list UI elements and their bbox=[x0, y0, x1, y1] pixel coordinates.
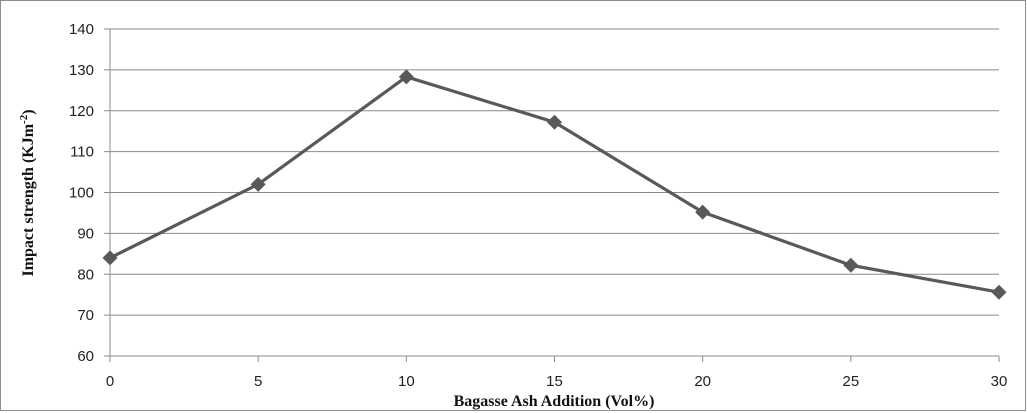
y-tick-label: 130 bbox=[69, 62, 94, 79]
y-axis-title: Impact strength (KJm-2) bbox=[18, 109, 37, 276]
x-tick-label: 15 bbox=[546, 373, 563, 390]
data-series bbox=[102, 69, 1007, 300]
y-tick-labels: 60 70 80 90 100 110 120 130 140 bbox=[69, 21, 94, 365]
x-axis-title: Bagasse Ash Addition (Vol%) bbox=[454, 393, 655, 410]
y-axis-title-main: Impact strength (KJm bbox=[20, 123, 37, 276]
y-tick-label: 80 bbox=[77, 266, 94, 283]
y-tick-label: 100 bbox=[69, 185, 94, 202]
y-tick-label: 60 bbox=[77, 348, 94, 365]
y-tick-label: 140 bbox=[69, 21, 94, 38]
y-axis-title-close: ) bbox=[20, 109, 37, 114]
data-point-marker bbox=[250, 176, 266, 192]
y-tick-label: 110 bbox=[70, 144, 94, 161]
axes bbox=[104, 28, 1000, 362]
x-tick-label: 30 bbox=[991, 373, 1008, 390]
data-point-marker bbox=[547, 114, 562, 130]
x-tick-labels: 0 5 10 15 20 25 30 bbox=[106, 373, 1008, 390]
data-point-marker bbox=[398, 69, 414, 85]
data-point-marker bbox=[102, 250, 118, 266]
data-point-marker bbox=[991, 284, 1007, 300]
x-tick-label: 0 bbox=[106, 373, 114, 390]
y-tick-label: 70 bbox=[77, 307, 94, 324]
y-tick-label: 90 bbox=[77, 225, 94, 242]
data-point-marker bbox=[695, 204, 711, 220]
gridlines bbox=[110, 28, 999, 316]
series-line bbox=[109, 75, 1000, 294]
x-tick-label: 20 bbox=[694, 373, 711, 390]
y-tick-label: 120 bbox=[69, 103, 94, 120]
data-point-marker bbox=[843, 257, 859, 273]
y-axis-title-superscript: -2 bbox=[18, 114, 30, 124]
x-tick-label: 25 bbox=[842, 373, 859, 390]
x-tick-label: 5 bbox=[254, 373, 262, 390]
x-tick-label: 10 bbox=[398, 373, 415, 390]
